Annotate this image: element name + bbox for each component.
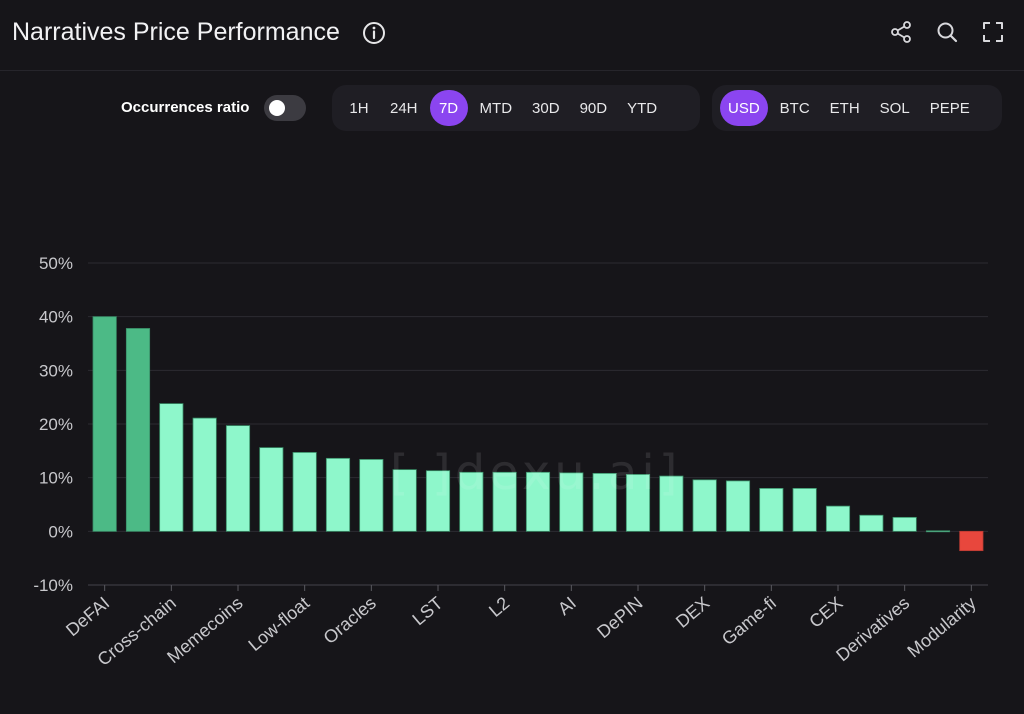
bar-unlabeled	[725, 480, 751, 532]
period-mtd-button[interactable]: MTD	[479, 99, 513, 117]
period-7d-button[interactable]: 7D	[429, 90, 468, 126]
x-tick-label: Oracles	[320, 593, 380, 648]
page-title: Narratives Price Performance	[12, 18, 340, 46]
bar-oracles	[359, 459, 384, 532]
x-tick-label: AI	[554, 593, 580, 619]
bar-unlabeled	[459, 471, 484, 532]
grid-layer	[88, 262, 988, 586]
x-tick-label: LST	[408, 593, 446, 630]
period-30d-button[interactable]: 30D	[532, 99, 560, 117]
x-tick-label: DeFAI	[62, 593, 113, 640]
info-icon[interactable]	[362, 21, 386, 45]
bar-low-float	[292, 452, 317, 532]
y-tick-label: 40%	[39, 308, 73, 327]
bar-unlabeled	[525, 471, 551, 532]
x-tick-label: DEX	[672, 593, 713, 632]
bar-depin	[625, 474, 651, 532]
bar-l2	[492, 471, 517, 532]
occurrences-ratio-label: Occurrences ratio	[121, 99, 250, 116]
bar-dex	[692, 479, 717, 532]
bar-cross-chain	[159, 403, 184, 532]
expand-icon[interactable]	[981, 20, 1005, 44]
period-1h-button[interactable]: 1H	[349, 99, 369, 117]
bar-unlabeled	[792, 487, 817, 532]
occurrences-ratio-toggle[interactable]	[264, 95, 306, 121]
bar-game-fi	[759, 487, 784, 532]
currency-pepe-button[interactable]: PEPE	[929, 99, 970, 117]
currency-sol-button[interactable]: SOL	[879, 99, 910, 117]
currency-usd-button[interactable]: USD	[720, 90, 768, 126]
x-tick-label: L2	[485, 593, 513, 621]
bar-memecoins	[225, 425, 251, 532]
bar-layer	[92, 316, 984, 552]
currency-btc-button[interactable]: BTC	[779, 99, 810, 117]
x-tick-label: Modularity	[903, 593, 979, 662]
bar-derivatives	[892, 516, 917, 532]
period-24h-button[interactable]: 24H	[390, 99, 418, 117]
y-tick-label: 30%	[39, 361, 73, 380]
bar-unlabeled	[859, 514, 884, 532]
x-tick-label: Game-fi	[718, 593, 780, 649]
period-selector: 1H 24H 7D MTD 30D 90D YTD	[332, 85, 700, 131]
chart-header: Narratives Price Performance	[0, 0, 1024, 71]
bar-chart: 50%40%30%20%10%0%-10%DeFAICross-chainMem…	[33, 254, 988, 670]
bar-unlabeled	[259, 447, 284, 532]
bar-lst	[425, 470, 451, 532]
bar-unlabeled	[392, 469, 417, 532]
y-tick-label: -10%	[33, 576, 73, 595]
y-tick-label: 10%	[39, 469, 73, 488]
bar-defai	[92, 316, 117, 532]
bar-modularity	[959, 530, 984, 552]
x-tick-label: DePIN	[593, 593, 646, 642]
bar-ai	[559, 472, 584, 532]
period-90d-button[interactable]: 90D	[579, 99, 608, 117]
currency-selector: USD BTC ETH SOL PEPE	[712, 85, 1002, 131]
toggle-knob	[269, 100, 285, 116]
x-tick-label: Derivatives	[832, 593, 913, 666]
bar-unlabeled	[192, 417, 217, 532]
y-tick-label: 20%	[39, 415, 73, 434]
y-tick-label: 50%	[39, 254, 73, 273]
bar-unlabeled	[659, 475, 684, 532]
x-tick-label: CEX	[805, 593, 846, 632]
bar-unlabeled	[925, 530, 951, 533]
x-tick-label: Low-float	[244, 593, 313, 655]
bar-unlabeled	[592, 472, 617, 532]
bar-unlabeled	[125, 328, 151, 532]
period-ytd-button[interactable]: YTD	[627, 99, 658, 117]
bar-cex	[825, 505, 851, 532]
currency-eth-button[interactable]: ETH	[829, 99, 860, 117]
bar-unlabeled	[325, 457, 351, 532]
y-tick-label: 0%	[48, 522, 73, 541]
chart-controls: Occurrences ratio 1H 24H 7D MTD 30D 90D …	[0, 85, 1024, 131]
search-icon[interactable]	[935, 20, 959, 44]
share-icon[interactable]	[889, 20, 913, 44]
